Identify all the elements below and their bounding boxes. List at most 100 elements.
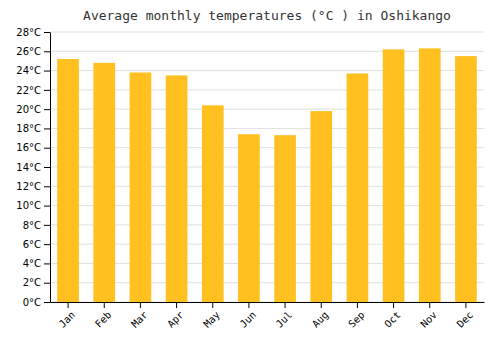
y-tick: 26°C: [16, 46, 50, 57]
bar: [202, 105, 224, 302]
y-tick: 28°C: [16, 27, 50, 38]
x-tick: Dec: [455, 302, 476, 330]
y-tick-label: 22°C: [16, 85, 41, 96]
y-tick-mark: [44, 71, 50, 72]
y-tick-label: 6°C: [23, 239, 41, 250]
y-tick-mark: [44, 302, 50, 303]
y-tick-label: 26°C: [16, 46, 41, 57]
x-tick-label: Dec: [455, 309, 476, 330]
y-tick-mark: [44, 90, 50, 91]
grid-line: [50, 32, 484, 33]
x-tick-mark: [140, 302, 141, 308]
y-tick: 0°C: [23, 297, 50, 308]
y-tick-mark: [44, 32, 50, 33]
x-tick-mark: [212, 302, 213, 308]
bar: [347, 73, 369, 302]
x-tick-label: Jun: [238, 309, 259, 330]
y-axis: 0°C 2°C 4°C 6°C 8°C 10°C 12°C 14°C 16°C 18°C 20°C 2…: [16, 27, 50, 308]
y-tick-label: 2°C: [23, 277, 41, 288]
plot: 0°C 2°C 4°C 6°C 8°C 10°C 12°C 14°C 16°C 18°C 20°C 2…: [16, 27, 484, 330]
x-tick-mark: [357, 302, 358, 308]
y-tick-mark: [44, 128, 50, 129]
y-tick-mark: [44, 148, 50, 149]
bar: [419, 48, 441, 302]
grid: [50, 32, 484, 302]
y-tick-label: 16°C: [16, 142, 41, 153]
x-tick-label: Jul: [274, 309, 295, 330]
y-tick-mark: [44, 244, 50, 245]
y-axis-line: [50, 33, 51, 303]
x-axis: Jan Feb Mar Apr May Jun Jul Aug Sep Oct Nov Dec: [51, 302, 485, 330]
y-tick-label: 18°C: [16, 123, 41, 134]
x-tick-label: Aug: [310, 309, 331, 330]
bars: [57, 48, 477, 302]
x-tick: Sep: [346, 302, 367, 330]
x-tick-mark: [248, 302, 249, 308]
y-tick-mark: [44, 167, 50, 168]
y-tick-mark: [44, 225, 50, 226]
x-tick: Nov: [418, 302, 439, 330]
bar: [93, 63, 115, 302]
y-tick: 12°C: [16, 181, 50, 192]
y-tick-label: 0°C: [23, 297, 41, 308]
x-tick-mark: [321, 302, 322, 308]
y-tick: 24°C: [16, 65, 50, 76]
x-tick-label: Jan: [57, 309, 78, 330]
bar: [274, 135, 296, 302]
x-tick-label: Mar: [129, 309, 150, 330]
y-tick: 8°C: [23, 220, 50, 231]
x-tick: Jan: [57, 302, 78, 330]
y-tick-label: 28°C: [16, 27, 41, 38]
x-tick-label: May: [201, 309, 222, 330]
y-tick: 10°C: [16, 200, 50, 211]
x-tick-label: Apr: [165, 309, 186, 330]
x-tick-label: Oct: [382, 309, 403, 330]
y-tick: 20°C: [16, 104, 50, 115]
y-tick-mark: [44, 206, 50, 207]
x-tick-label: Sep: [346, 309, 367, 330]
x-tick: Aug: [310, 302, 331, 330]
bar: [455, 56, 477, 302]
y-tick: 4°C: [23, 258, 50, 269]
y-tick-mark: [44, 109, 50, 110]
bar: [310, 111, 332, 302]
x-tick-mark: [465, 302, 466, 308]
y-tick-label: 4°C: [23, 258, 41, 269]
x-tick-label: Feb: [93, 309, 114, 330]
x-tick: May: [201, 302, 222, 330]
x-tick: Jun: [238, 302, 259, 330]
y-tick: 16°C: [16, 142, 50, 153]
y-tick: 18°C: [16, 123, 50, 134]
x-tick-mark: [429, 302, 430, 308]
y-tick-mark: [44, 186, 50, 187]
x-tick-mark: [104, 302, 105, 308]
x-tick-mark: [393, 302, 394, 308]
y-tick: 6°C: [23, 239, 50, 250]
x-tick: Apr: [165, 302, 186, 330]
y-tick-label: 12°C: [16, 181, 41, 192]
x-tick-mark: [285, 302, 286, 308]
bar: [238, 134, 260, 302]
x-axis-line: [51, 302, 485, 303]
y-tick-label: 24°C: [16, 65, 41, 76]
x-tick: Oct: [382, 302, 403, 330]
y-tick-label: 10°C: [16, 200, 41, 211]
y-tick-mark: [44, 263, 50, 264]
chart: 0°C 2°C 4°C 6°C 8°C 10°C 12°C 14°C 16°C 18°C 20°C 2…: [0, 0, 500, 350]
y-tick-label: 8°C: [23, 220, 41, 231]
y-tick: 14°C: [16, 162, 50, 173]
bar: [57, 59, 79, 302]
y-tick: 22°C: [16, 85, 50, 96]
y-tick-label: 14°C: [16, 162, 41, 173]
x-tick-label: Nov: [418, 309, 439, 330]
title: Average monthly temperatures (°C ) in Os…: [83, 8, 451, 23]
y-tick: 2°C: [23, 277, 50, 288]
bar: [383, 49, 405, 302]
x-tick: Mar: [129, 302, 150, 330]
bar: [130, 73, 152, 303]
x-tick-mark: [176, 302, 177, 308]
x-tick: Feb: [93, 302, 114, 330]
y-tick-mark: [44, 283, 50, 284]
x-tick-mark: [68, 302, 69, 308]
x-tick: Jul: [274, 302, 295, 330]
